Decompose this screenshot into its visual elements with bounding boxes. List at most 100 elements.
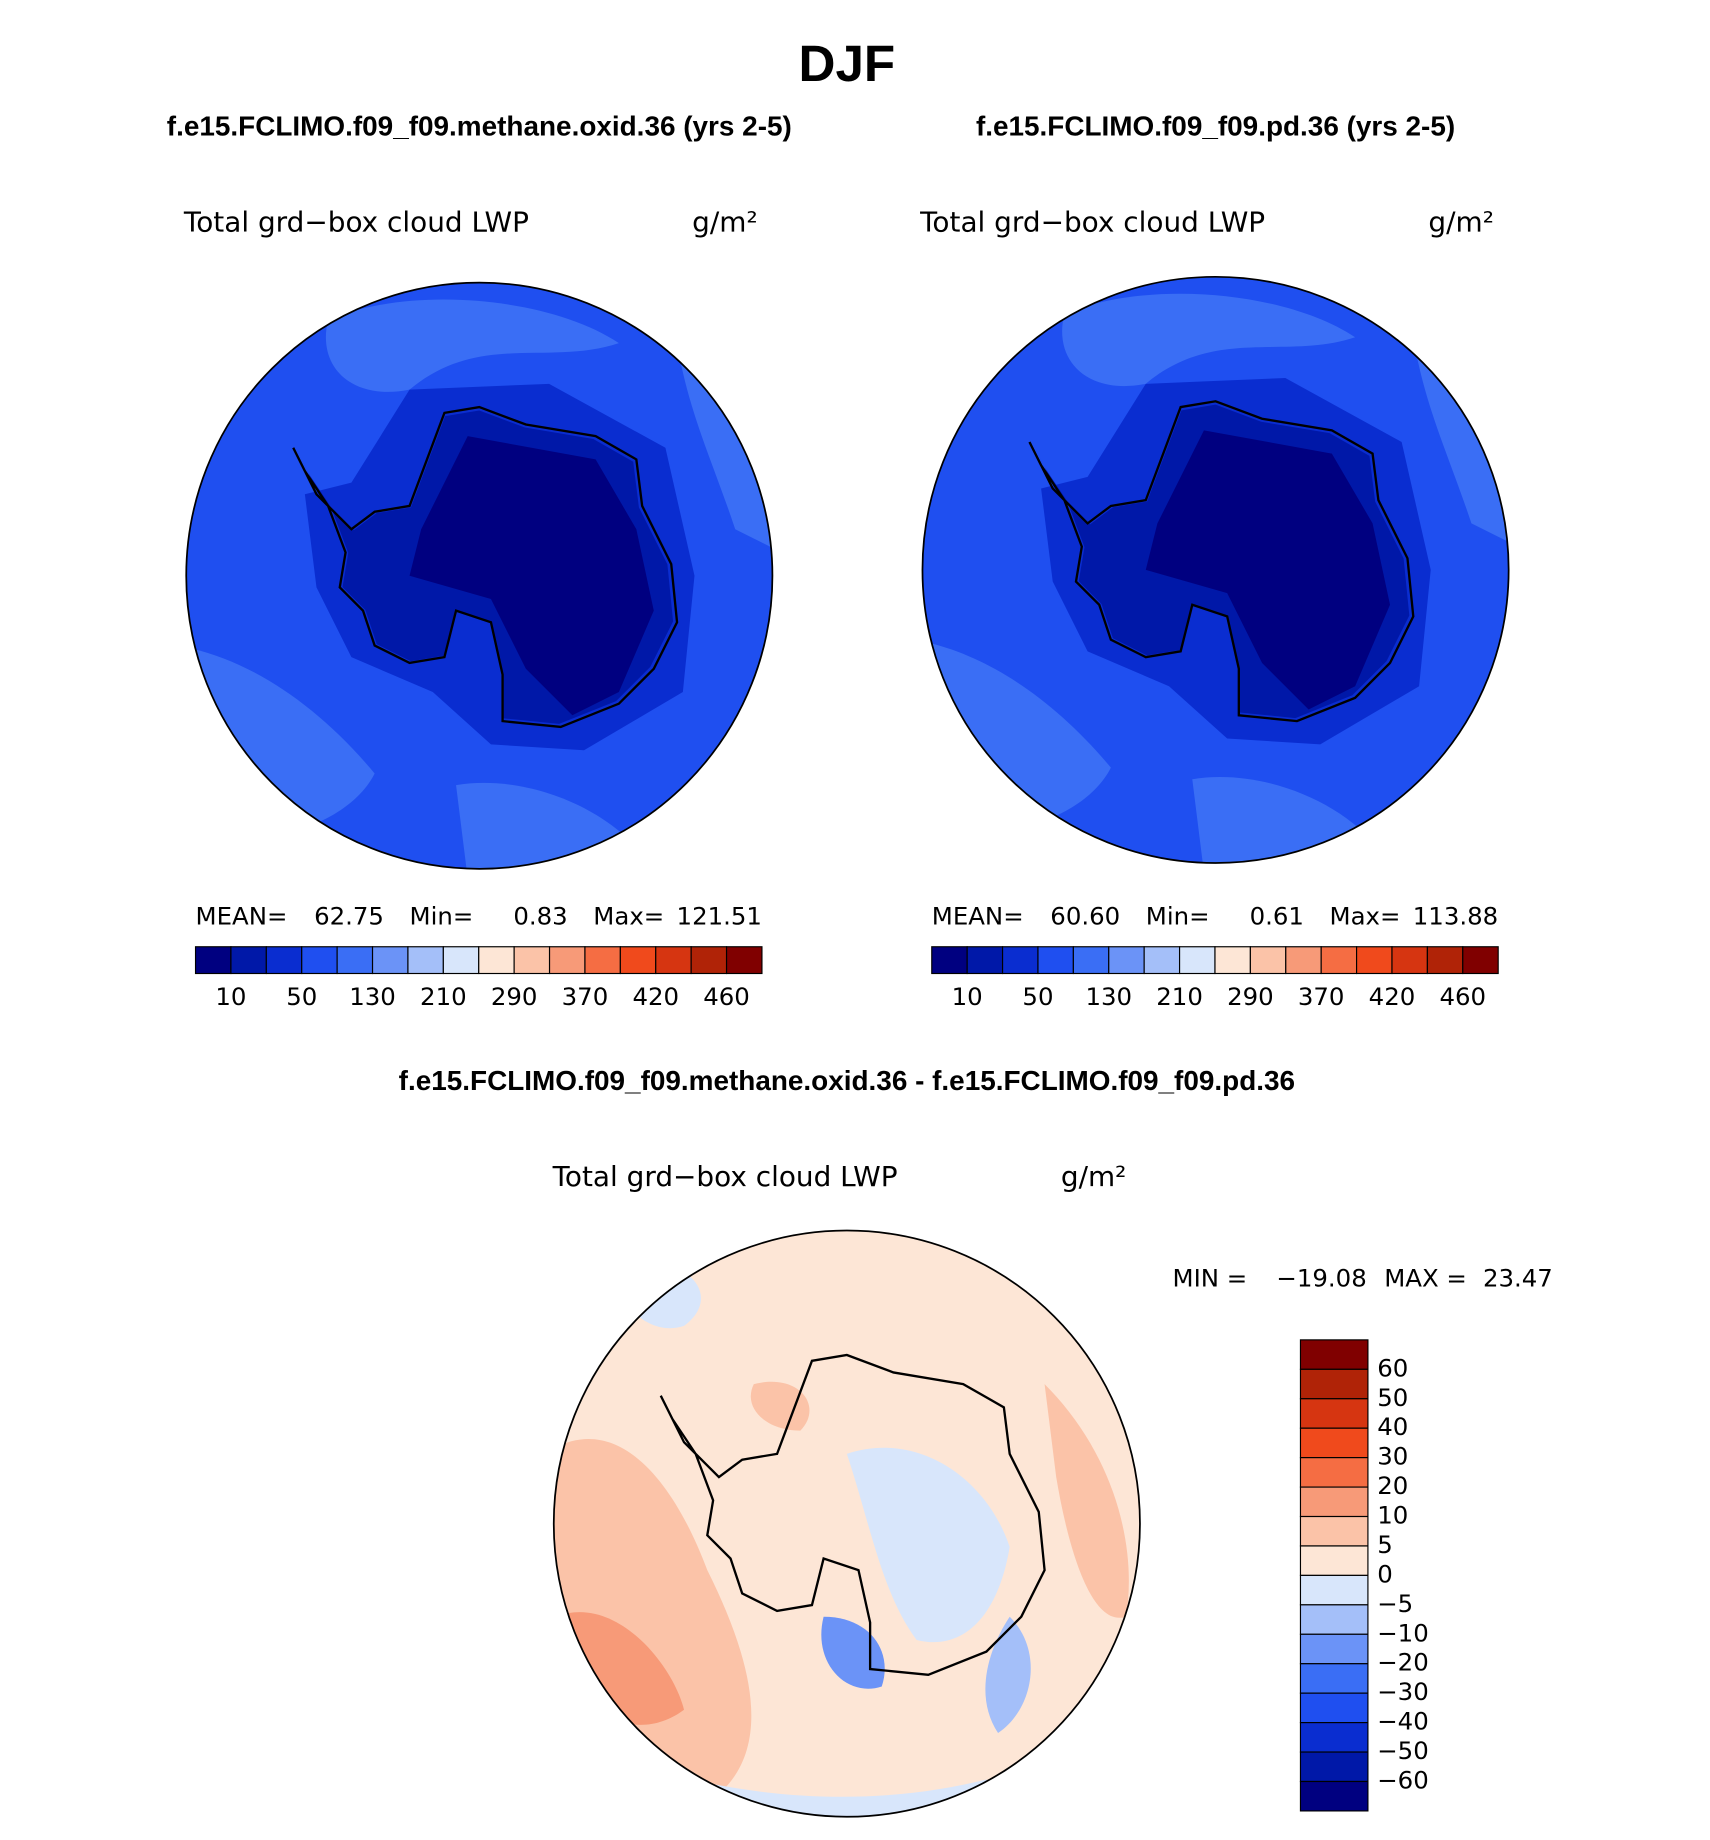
colorbar-label: −50 bbox=[1377, 1736, 1429, 1765]
colorbar-label: −40 bbox=[1377, 1707, 1429, 1736]
stat-label: Min= bbox=[1146, 902, 1210, 931]
stat-value: −19.08 bbox=[1276, 1263, 1366, 1292]
colorbar-box bbox=[1355, 946, 1393, 975]
colorbar-box bbox=[336, 946, 374, 975]
stat-label: MEAN= bbox=[932, 902, 1024, 931]
colorbar-box bbox=[1426, 946, 1464, 975]
colorbar-label: 0 bbox=[1377, 1559, 1393, 1588]
variable-label: Total grd−box cloud LWP bbox=[552, 1160, 898, 1193]
colorbar-label: 10 bbox=[952, 982, 983, 1011]
colorbar-label: 210 bbox=[1156, 982, 1203, 1011]
variable-label: Total grd−box cloud LWP bbox=[183, 205, 529, 238]
colorbar-box bbox=[1072, 946, 1110, 975]
colorbar-box bbox=[407, 946, 444, 975]
stat-label: MEAN= bbox=[196, 902, 288, 931]
colorbar-label: 50 bbox=[286, 982, 317, 1011]
colorbar-label: 20 bbox=[1377, 1471, 1408, 1500]
colorbar-label: −60 bbox=[1377, 1765, 1429, 1794]
colorbar-label: 5 bbox=[1377, 1530, 1393, 1559]
stat-label: Min= bbox=[410, 902, 474, 931]
map-border bbox=[921, 275, 1510, 864]
map-border bbox=[185, 281, 774, 870]
colorbar-box bbox=[513, 946, 551, 975]
colorbar-box bbox=[1299, 1633, 1369, 1665]
colorbar-box bbox=[655, 946, 692, 975]
colorbar-label: 290 bbox=[1227, 982, 1274, 1011]
colorbar-box bbox=[1299, 1339, 1369, 1370]
colorbar-box bbox=[1037, 946, 1074, 975]
colorbar-box bbox=[690, 946, 728, 975]
colorbar-box bbox=[301, 946, 338, 975]
colorbar-box bbox=[1299, 1722, 1369, 1753]
colorbar-label: −30 bbox=[1377, 1677, 1429, 1706]
variable-label: Total grd−box cloud LWP bbox=[919, 205, 1265, 238]
colorbar-box bbox=[1320, 946, 1358, 975]
colorbar-box bbox=[1249, 946, 1287, 975]
stat-label: MIN = bbox=[1173, 1263, 1248, 1292]
colorbar-box bbox=[1299, 1457, 1369, 1488]
colorbar-label: 370 bbox=[562, 982, 609, 1011]
colorbar-label: 60 bbox=[1377, 1353, 1408, 1382]
colorbar-box bbox=[1299, 1574, 1369, 1606]
colorbar-box bbox=[1143, 946, 1181, 975]
colorbar-box bbox=[1299, 1663, 1369, 1694]
colorbar-box bbox=[1299, 1545, 1369, 1576]
case-title: f.e15.FCLIMO.f09_f09.methane.oxid.36 (yr… bbox=[167, 110, 792, 141]
map bbox=[913, 268, 1518, 873]
colorbar-label: −20 bbox=[1377, 1648, 1429, 1677]
stat-label: MAX = bbox=[1384, 1263, 1467, 1292]
colorbar-box bbox=[1299, 1780, 1369, 1812]
colorbar-box bbox=[725, 946, 763, 975]
units-label: g/m² bbox=[1428, 205, 1494, 238]
colorbar-box bbox=[548, 946, 586, 975]
stat-value: 113.88 bbox=[1413, 902, 1498, 931]
stat-value: 62.75 bbox=[314, 902, 384, 931]
units-label: g/m² bbox=[692, 205, 757, 238]
colorbar-box bbox=[230, 946, 267, 975]
stat-value: 121.51 bbox=[677, 902, 762, 931]
colorbar-box bbox=[1214, 946, 1251, 975]
colorbar-box bbox=[966, 946, 1004, 975]
colorbar-box bbox=[1391, 946, 1428, 975]
case-title: f.e15.FCLIMO.f09_f09.pd.36 (yrs 2-5) bbox=[976, 110, 1455, 141]
colorbar-box bbox=[371, 946, 409, 975]
stat-value: 0.61 bbox=[1250, 902, 1304, 931]
colorbar-box bbox=[1299, 1751, 1369, 1783]
colorbar-label: 130 bbox=[1085, 982, 1132, 1011]
map bbox=[544, 1221, 1149, 1837]
colorbar-label: 10 bbox=[1377, 1501, 1408, 1530]
colorbar-box bbox=[1299, 1486, 1369, 1518]
colorbar-label: 50 bbox=[1377, 1383, 1408, 1412]
colorbar-box bbox=[442, 946, 480, 975]
colorbar-box bbox=[619, 946, 657, 975]
colorbar-label: −5 bbox=[1377, 1589, 1413, 1618]
colorbar-box bbox=[1299, 1515, 1369, 1547]
figure-title: DJF bbox=[799, 35, 896, 92]
colorbar-label: 210 bbox=[420, 982, 467, 1011]
colorbar-box bbox=[1178, 946, 1216, 975]
colorbar-box bbox=[1462, 946, 1499, 975]
colorbar-label: 290 bbox=[491, 982, 538, 1011]
colorbar-label: 420 bbox=[632, 982, 679, 1011]
colorbar-box bbox=[1285, 946, 1322, 975]
stat-value: 60.60 bbox=[1050, 902, 1120, 931]
colorbar-box bbox=[1108, 946, 1145, 975]
map bbox=[177, 273, 782, 878]
colorbar-label: 460 bbox=[1439, 982, 1486, 1011]
colorbar-box bbox=[194, 946, 232, 975]
case-title: f.e15.FCLIMO.f09_f09.methane.oxid.36 - f… bbox=[399, 1065, 1295, 1096]
colorbar-box bbox=[265, 946, 303, 975]
colorbar-label: 10 bbox=[215, 982, 246, 1011]
map-border bbox=[552, 1229, 1141, 1818]
stat-value: 23.47 bbox=[1483, 1263, 1553, 1292]
colorbar-label: 420 bbox=[1369, 982, 1416, 1011]
colorbar-label: 50 bbox=[1022, 982, 1053, 1011]
stat-label: Max= bbox=[1330, 902, 1401, 931]
colorbar-box bbox=[1299, 1604, 1369, 1635]
colorbar-box bbox=[1299, 1692, 1369, 1724]
colorbar-label: 460 bbox=[703, 982, 750, 1011]
colorbar-box bbox=[584, 946, 621, 975]
panels: f.e15.FCLIMO.f09_f09.methane.oxid.36 (yr… bbox=[167, 110, 1553, 1837]
